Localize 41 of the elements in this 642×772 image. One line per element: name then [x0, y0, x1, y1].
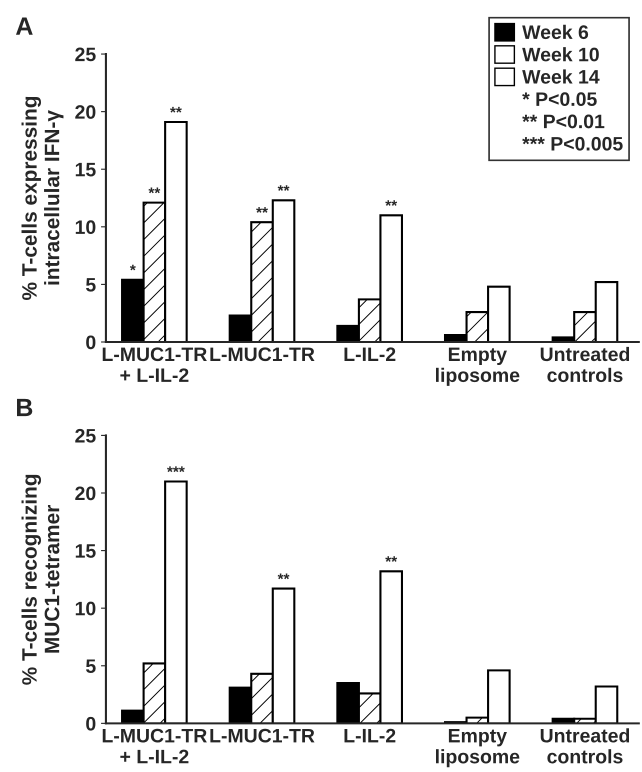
data-label: ** — [256, 207, 268, 213]
y-tick-label: 20 — [75, 486, 96, 500]
y-tick-label: 20 — [75, 105, 96, 119]
y-tick-label: 15 — [76, 544, 96, 558]
x-tick-label: L-IL-2 — [344, 347, 396, 361]
y-tick-label: 0 — [86, 335, 96, 350]
data-label: * — [130, 264, 136, 270]
data-label: ** — [385, 556, 398, 562]
y-axis-title: % T-cells recognizing MUC1-tetramer — [22, 474, 60, 685]
x-tick-label: Untreated controls — [540, 728, 630, 764]
data-label: ** — [170, 106, 182, 113]
chart-title: B — [17, 398, 32, 416]
x-tick-label: L-MUC1-TR + L-IL-2 — [102, 728, 207, 764]
y-tick-label: 0 — [86, 716, 96, 731]
x-tick-label: L-MUC1-TR — [210, 728, 315, 743]
x-tick-label: L-MUC1-TR — [210, 347, 315, 362]
x-tick-label: L-IL-2 — [344, 728, 396, 742]
data-label: ** — [385, 200, 398, 206]
y-tick-label: 10 — [76, 220, 96, 234]
data-label: ** — [148, 188, 160, 194]
x-tick-label: Empty liposome — [436, 348, 520, 386]
data-label: ** — [278, 185, 290, 191]
y-axis-title: % T-cells expressing intracellular IFN-γ — [22, 96, 64, 300]
annotation: *** P<0.005 — [522, 136, 623, 151]
y-tick-label: 25 — [75, 48, 96, 62]
legend-label: Week 6 — [522, 24, 588, 40]
annotation: ** P<0.01 — [522, 114, 604, 128]
x-tick-label: L-MUC1-TR + L-IL-2 — [102, 347, 207, 382]
data-label: *** — [167, 466, 185, 472]
x-tick-label: Empty liposome — [436, 728, 520, 768]
y-tick-label: 25 — [75, 428, 96, 443]
y-tick-label: 15 — [76, 162, 96, 176]
chart-title: A — [16, 18, 33, 35]
y-tick-label: 10 — [76, 602, 96, 616]
y-tick-label: 5 — [86, 659, 96, 674]
data-label: ** — [278, 574, 290, 580]
legend-label: Week 10 — [522, 47, 599, 62]
legend-label: Week 14 — [522, 69, 600, 84]
annotation: * P<0.05 — [522, 92, 597, 106]
y-tick-label: 5 — [86, 278, 96, 292]
x-tick-label: Untreated controls — [540, 346, 630, 382]
